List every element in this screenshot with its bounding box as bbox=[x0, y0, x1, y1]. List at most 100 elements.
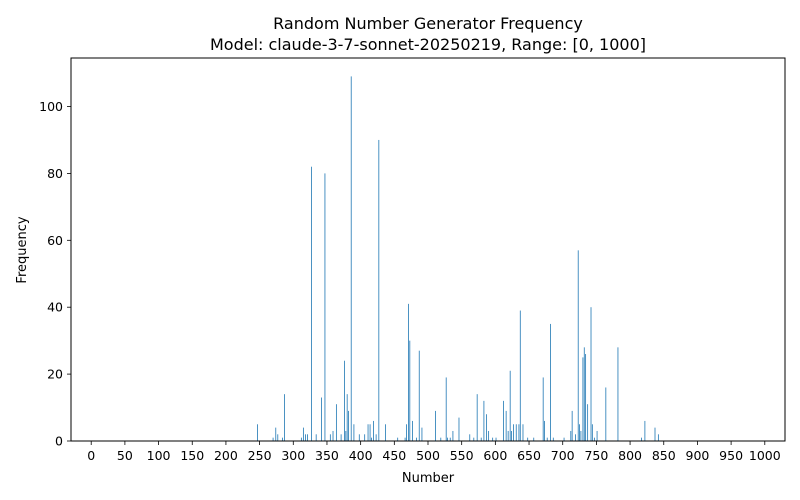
bar bbox=[364, 434, 366, 441]
bar bbox=[513, 424, 514, 441]
bar bbox=[519, 310, 521, 441]
bar bbox=[305, 434, 306, 441]
x-axis-label: Number bbox=[402, 471, 455, 486]
bar bbox=[552, 437, 554, 441]
bar bbox=[476, 394, 478, 441]
bar bbox=[503, 400, 504, 441]
bar bbox=[571, 410, 573, 441]
x-tick-label: 500 bbox=[416, 448, 440, 463]
bar bbox=[344, 360, 345, 441]
bar bbox=[488, 430, 490, 441]
bar bbox=[641, 437, 642, 441]
x-tick-label: 350 bbox=[315, 448, 339, 463]
x-tick-label: 950 bbox=[719, 448, 743, 463]
bar bbox=[511, 430, 512, 441]
bar bbox=[486, 414, 487, 441]
bar bbox=[421, 427, 423, 441]
bar bbox=[277, 434, 279, 441]
bar bbox=[340, 434, 342, 441]
bar bbox=[591, 424, 593, 441]
bar bbox=[473, 437, 475, 441]
x-tick-label: 50 bbox=[117, 448, 133, 463]
x-tick-label: 1000 bbox=[749, 448, 781, 463]
y-tick-label: 20 bbox=[47, 367, 63, 382]
bar bbox=[483, 400, 485, 441]
y-tick-label: 60 bbox=[47, 233, 63, 248]
bar bbox=[522, 424, 524, 441]
bar bbox=[412, 420, 413, 441]
x-tick-label: 100 bbox=[147, 448, 171, 463]
x-tick-label: 850 bbox=[652, 448, 676, 463]
bar bbox=[533, 437, 535, 441]
bar bbox=[575, 434, 576, 441]
bar bbox=[527, 437, 529, 441]
bar bbox=[563, 437, 565, 441]
x-ticks-group: 0 50 100 150 200 250 300 350 400 450 500 550 600 650 7… bbox=[87, 441, 781, 463]
bar bbox=[257, 424, 258, 441]
bar bbox=[284, 394, 285, 441]
bar bbox=[570, 430, 572, 441]
bar bbox=[587, 404, 589, 441]
bar bbox=[408, 303, 409, 441]
bar bbox=[654, 427, 656, 441]
bar bbox=[546, 437, 548, 441]
bar bbox=[378, 139, 380, 441]
bar bbox=[583, 347, 585, 441]
bar bbox=[275, 427, 277, 441]
bar bbox=[469, 434, 471, 441]
x-tick-label: 600 bbox=[483, 448, 507, 463]
bar bbox=[406, 424, 407, 441]
bar bbox=[515, 424, 517, 441]
bar bbox=[416, 437, 417, 441]
bar bbox=[507, 430, 509, 441]
x-tick-label: 900 bbox=[686, 448, 710, 463]
bar bbox=[367, 424, 369, 441]
bar bbox=[480, 437, 482, 441]
y-tick-label: 0 bbox=[55, 434, 63, 449]
bar bbox=[358, 434, 360, 441]
y-tick-label: 80 bbox=[47, 166, 63, 181]
bar bbox=[282, 437, 283, 441]
bar bbox=[590, 307, 592, 441]
bar bbox=[617, 347, 619, 441]
bar bbox=[580, 430, 582, 441]
bar bbox=[579, 424, 580, 441]
bar bbox=[505, 410, 507, 441]
x-tick-label: 800 bbox=[618, 448, 642, 463]
bar bbox=[447, 437, 448, 441]
bar bbox=[369, 424, 371, 441]
bar bbox=[315, 434, 317, 441]
bar bbox=[371, 437, 372, 441]
chart-title-line2: Model: claude-3-7-sonnet-20250219, Range… bbox=[210, 35, 646, 54]
bar bbox=[373, 420, 374, 441]
x-tick-label: 0 bbox=[87, 448, 95, 463]
bars-group bbox=[257, 76, 659, 442]
bar bbox=[329, 434, 331, 441]
y-axis-label: Frequency bbox=[15, 216, 30, 283]
bar bbox=[353, 424, 355, 441]
bar bbox=[409, 340, 411, 441]
x-tick-label: 450 bbox=[382, 448, 406, 463]
bar bbox=[345, 430, 347, 441]
bar bbox=[509, 370, 511, 441]
bar bbox=[593, 437, 595, 441]
x-tick-label: 150 bbox=[180, 448, 204, 463]
bar bbox=[544, 420, 545, 441]
bar bbox=[585, 354, 587, 441]
bar bbox=[397, 437, 399, 441]
x-tick-label: 250 bbox=[248, 448, 272, 463]
bar bbox=[311, 166, 312, 441]
bar bbox=[348, 410, 349, 441]
bar bbox=[657, 434, 659, 441]
bar bbox=[582, 357, 584, 441]
x-tick-label: 700 bbox=[551, 448, 575, 463]
bar bbox=[458, 417, 460, 441]
bar bbox=[440, 437, 442, 441]
x-tick-label: 200 bbox=[214, 448, 238, 463]
bar bbox=[335, 404, 337, 441]
bar bbox=[321, 397, 322, 441]
bar bbox=[375, 434, 377, 441]
bar bbox=[300, 437, 302, 441]
